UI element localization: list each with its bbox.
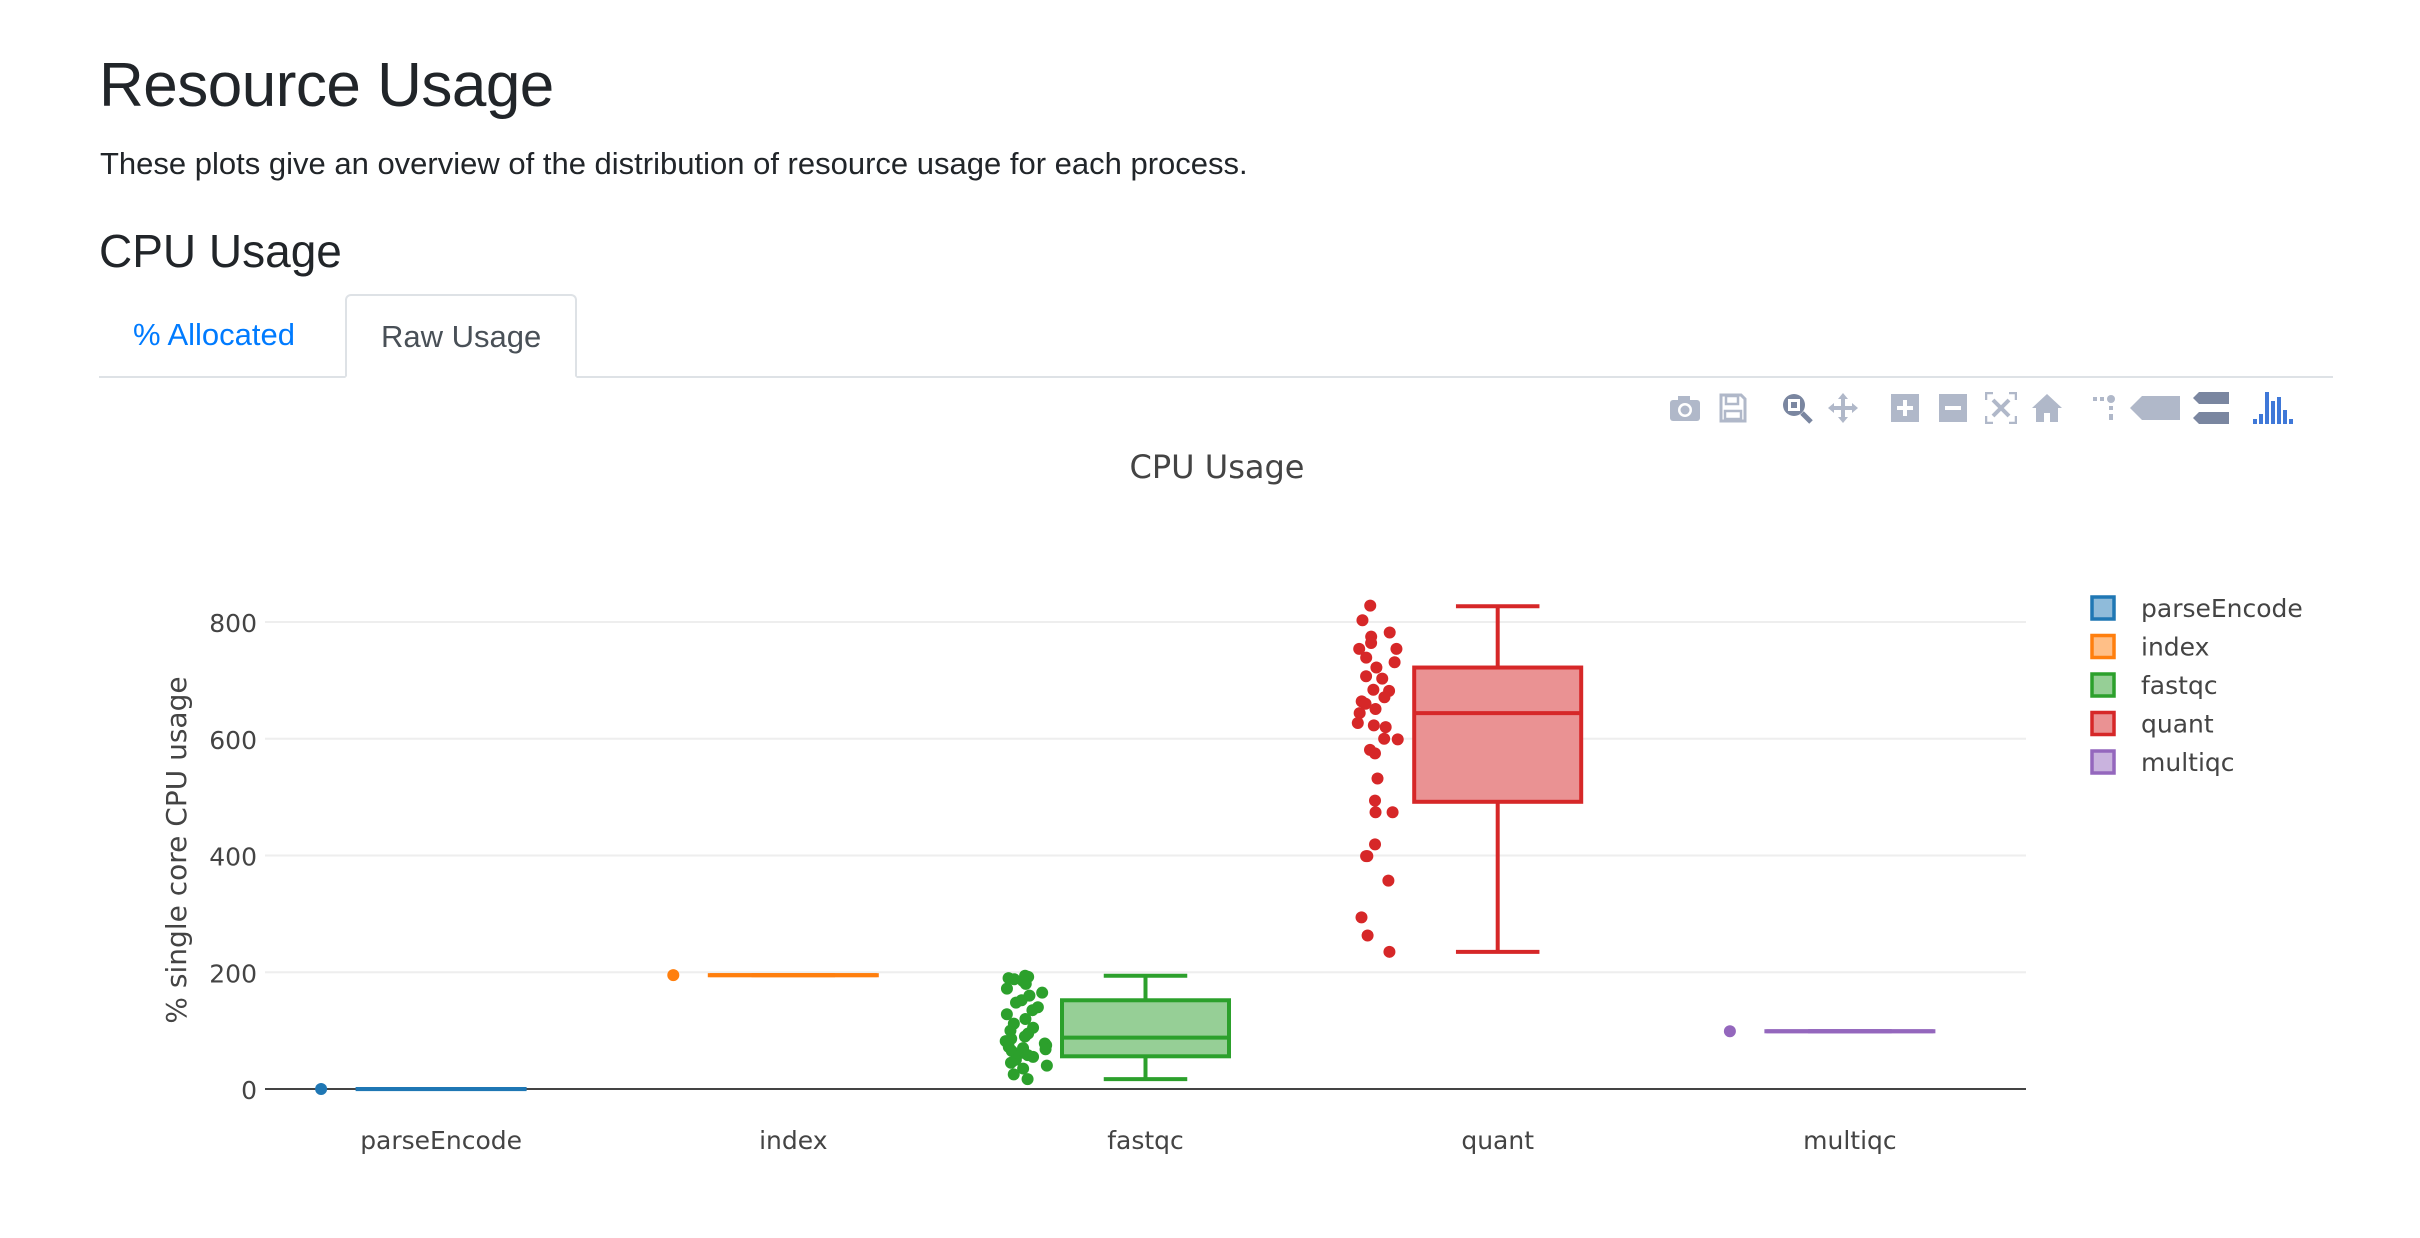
- data-point: [1040, 1059, 1053, 1072]
- plotly-logo-icon[interactable]: [2249, 388, 2301, 428]
- data-point: [1379, 721, 1392, 734]
- data-point: [667, 969, 680, 982]
- data-point: [1370, 661, 1383, 674]
- legend-swatch-index: [2090, 633, 2116, 660]
- data-point: [1356, 614, 1369, 627]
- data-point: [1360, 850, 1373, 863]
- box-trace-index: [667, 969, 879, 982]
- box-trace-quant: [1351, 599, 1584, 958]
- legend-label-quant: quant: [2141, 710, 2214, 739]
- data-point: [1361, 929, 1374, 942]
- data-point: [1353, 642, 1366, 655]
- x-tick-label: fastqc: [1107, 1126, 1184, 1155]
- legend-swatch-multiqc: [2090, 749, 2116, 775]
- data-point: [1019, 977, 1032, 990]
- data-point: [1355, 911, 1368, 924]
- legend-label-multiqc: multiqc: [2141, 748, 2235, 777]
- autoscale-icon[interactable]: [1981, 388, 2021, 428]
- data-point: [1390, 642, 1403, 655]
- hover-compare-icon[interactable]: [2191, 388, 2231, 428]
- data-point: [1360, 670, 1373, 683]
- y-tick-label: 800: [209, 609, 257, 638]
- page-description: These plots give an overview of the dist…: [100, 146, 1248, 181]
- legend-label-parseEncode: parseEncode: [2141, 594, 2303, 623]
- legend-swatch-parseEncode: [2090, 595, 2116, 621]
- y-tick-label: 400: [209, 843, 257, 872]
- data-point: [1019, 1012, 1032, 1025]
- pan-icon[interactable]: [1823, 388, 1863, 428]
- data-point: [1027, 1050, 1040, 1063]
- data-point: [1391, 733, 1404, 746]
- data-point: [1353, 707, 1366, 720]
- y-tick-label: 200: [209, 959, 257, 988]
- page-title: Resource Usage: [99, 51, 554, 120]
- data-point: [1368, 747, 1381, 760]
- x-tick-label: quant: [1461, 1126, 1534, 1155]
- data-point: [1369, 806, 1382, 819]
- data-point: [1367, 719, 1380, 732]
- legend-label-fastqc: fastqc: [2141, 671, 2218, 700]
- box-trace-multiqc: [1723, 1025, 1936, 1038]
- data-point: [1723, 1025, 1736, 1038]
- zoom-icon[interactable]: [1777, 388, 1817, 428]
- y-tick-label: 0: [241, 1076, 257, 1105]
- legend-label-index: index: [2141, 633, 2209, 662]
- data-point: [1369, 838, 1382, 851]
- data-point: [1378, 691, 1391, 704]
- legend-swatch-quant: [2090, 710, 2116, 737]
- data-point: [1036, 986, 1049, 999]
- box-trace-parseEncode: [315, 1083, 527, 1095]
- x-tick-label: parseEncode: [360, 1126, 522, 1155]
- box-iqr: [1412, 665, 1584, 804]
- data-point: [1367, 683, 1380, 696]
- home-icon[interactable]: [2027, 388, 2067, 428]
- data-point: [1007, 1068, 1020, 1081]
- tab-bar: % Allocated Raw Usage: [99, 294, 2333, 378]
- data-point: [1365, 637, 1378, 650]
- data-point: [1378, 732, 1391, 745]
- data-point: [1364, 599, 1377, 612]
- data-point: [1000, 1008, 1013, 1021]
- section-title: CPU Usage: [99, 225, 342, 277]
- spike-lines-icon[interactable]: [2085, 388, 2125, 428]
- data-point: [1004, 1056, 1017, 1069]
- legend-swatch-fastqc: [2090, 672, 2116, 698]
- data-point: [1026, 1004, 1039, 1017]
- data-point: [1039, 1043, 1052, 1056]
- hover-closest-icon[interactable]: [2127, 388, 2183, 428]
- data-point: [1388, 656, 1401, 669]
- data-point: [1386, 806, 1399, 819]
- data-point: [1371, 772, 1384, 785]
- data-point: [1369, 702, 1382, 715]
- box-trace-fastqc: [999, 969, 1231, 1086]
- data-point: [1382, 874, 1395, 887]
- data-point: [315, 1083, 328, 1095]
- y-axis-label: % single core CPU usage: [160, 676, 193, 1023]
- tab-raw-usage[interactable]: Raw Usage: [345, 294, 578, 378]
- data-point: [1359, 697, 1372, 710]
- box-iqr: [1060, 998, 1231, 1059]
- y-tick-label: 600: [209, 726, 257, 755]
- data-point: [1360, 651, 1373, 664]
- data-point: [1010, 996, 1023, 1009]
- x-tick-label: index: [759, 1126, 827, 1155]
- camera-icon[interactable]: [1665, 388, 1705, 428]
- data-point: [1351, 716, 1364, 729]
- data-point: [1017, 1062, 1030, 1075]
- data-point: [1000, 982, 1013, 995]
- data-point: [1383, 626, 1396, 639]
- zoom-in-icon[interactable]: [1885, 388, 1925, 428]
- data-point: [1383, 945, 1396, 958]
- data-point: [1018, 1030, 1031, 1043]
- zoom-out-icon[interactable]: [1933, 388, 1973, 428]
- tab-allocated[interactable]: % Allocated: [133, 317, 295, 352]
- chart-title: CPU Usage: [1130, 448, 1305, 486]
- x-tick-label: multiqc: [1803, 1126, 1897, 1155]
- data-point: [1369, 794, 1382, 807]
- data-point: [1021, 1073, 1034, 1086]
- save-icon[interactable]: [1713, 388, 1753, 428]
- data-point: [1376, 672, 1389, 685]
